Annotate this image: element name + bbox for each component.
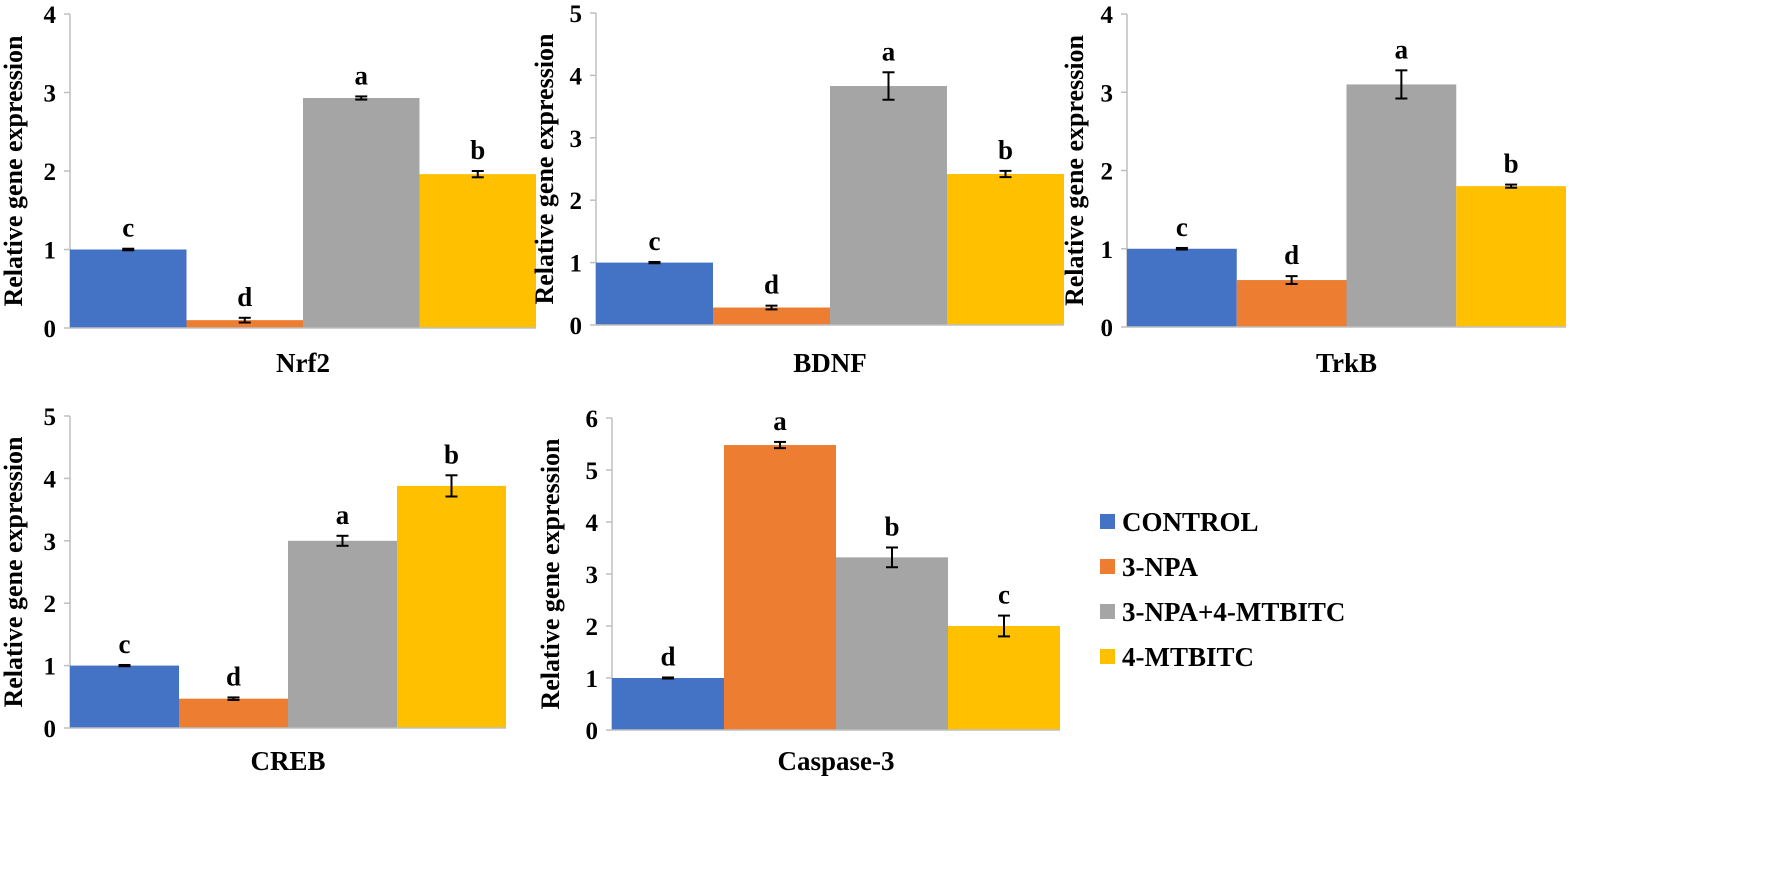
y-tick-label: 1 xyxy=(570,251,583,278)
significance-label: b xyxy=(470,135,485,165)
legend-swatch xyxy=(1100,514,1115,529)
y-tick-label: 0 xyxy=(1101,315,1114,342)
y-tick-label: 3 xyxy=(1101,80,1114,107)
bar-control xyxy=(70,665,179,728)
bar-4-mtbitc xyxy=(1456,186,1566,327)
y-axis-label: Relative gene expression xyxy=(536,438,565,710)
y-tick-label: 2 xyxy=(570,188,583,215)
x-axis-label: Caspase-3 xyxy=(777,746,894,776)
y-tick-label: 3 xyxy=(44,529,57,556)
chart-caspase-3: 0 1 2 3 4 5 6 d a b c Caspase-3 Relative gene expres… xyxy=(536,406,1060,776)
significance-label: d xyxy=(660,641,675,671)
y-tick-label: 3 xyxy=(586,562,599,589)
bar-3-npa-4-mtbitc xyxy=(288,540,397,728)
bar-control xyxy=(70,249,187,328)
bar-3-npa xyxy=(179,698,288,728)
significance-label: a xyxy=(882,36,896,66)
y-tick-label: 2 xyxy=(44,159,57,186)
y-tick-label: 4 xyxy=(44,466,57,493)
bar-control xyxy=(1127,248,1237,327)
bar-3-npa xyxy=(1236,280,1347,327)
x-axis-label: CREB xyxy=(250,746,325,776)
legend-swatch xyxy=(1100,559,1115,574)
y-tick-label: 3 xyxy=(570,126,583,153)
significance-label: c xyxy=(1176,212,1188,242)
bar-3-npa-4-mtbitc xyxy=(303,97,420,329)
y-tick-label: 4 xyxy=(44,2,57,29)
legend-label: CONTROL xyxy=(1122,507,1259,537)
x-axis-label: TrkB xyxy=(1316,348,1377,378)
legend-swatch xyxy=(1100,649,1115,664)
y-axis-label: Relative gene expression xyxy=(530,33,559,305)
x-axis-label: Nrf2 xyxy=(276,348,330,378)
significance-label: a xyxy=(1395,34,1409,64)
y-tick-label: 1 xyxy=(1101,237,1114,264)
bar-3-npa xyxy=(724,445,836,730)
significance-label: d xyxy=(1284,240,1299,270)
legend: CONTROL 3-NPA 3-NPA+4-MTBITC 4-MTBITC xyxy=(1100,507,1345,672)
significance-label: b xyxy=(1504,149,1519,179)
chart-nrf2: 0 1 2 3 4 c d a b Nrf2 Relative gene expression xyxy=(0,2,536,378)
y-axis-label: Relative gene expression xyxy=(0,436,28,708)
y-tick-label: 0 xyxy=(44,316,57,343)
bar-4-mtbitc xyxy=(947,173,1064,325)
y-tick-label: 1 xyxy=(44,654,57,681)
y-tick-label: 5 xyxy=(586,458,599,485)
significance-label: d xyxy=(237,282,252,312)
bar-3-npa-4-mtbitc xyxy=(830,86,947,326)
significance-label: a xyxy=(336,500,350,530)
significance-label: c xyxy=(122,213,134,243)
y-tick-label: 1 xyxy=(586,666,599,693)
y-tick-label: 4 xyxy=(586,510,599,537)
bar-3-npa-4-mtbitc xyxy=(836,557,948,730)
y-tick-label: 6 xyxy=(586,406,599,433)
significance-label: d xyxy=(226,661,241,691)
legend-label: 4-MTBITC xyxy=(1122,642,1254,672)
significance-label: b xyxy=(884,511,899,541)
legend-swatch xyxy=(1100,604,1115,619)
bar-4-mtbitc xyxy=(397,485,506,728)
bar-control xyxy=(612,678,724,730)
bar-4-mtbitc xyxy=(419,174,536,328)
legend-label: 3-NPA xyxy=(1122,552,1198,582)
significance-label: c xyxy=(119,629,131,659)
chart-bdnf: 0 1 2 3 4 5 c d a b BDNF Relative gene expression xyxy=(530,1,1064,378)
bar-3-npa-4-mtbitc xyxy=(1346,84,1457,327)
bar-control xyxy=(596,262,713,325)
y-axis-label: Relative gene expression xyxy=(0,35,28,307)
y-tick-label: 4 xyxy=(570,63,583,90)
y-tick-label: 1 xyxy=(44,238,57,265)
significance-label: c xyxy=(998,580,1010,610)
y-tick-label: 2 xyxy=(586,614,599,641)
significance-label: c xyxy=(649,226,661,256)
significance-label: a xyxy=(355,60,369,90)
y-tick-label: 4 xyxy=(1101,2,1114,29)
y-tick-label: 5 xyxy=(570,1,583,28)
significance-label: a xyxy=(773,406,787,436)
significance-label: b xyxy=(998,135,1013,165)
y-tick-label: 3 xyxy=(44,81,57,108)
chart-trkb: 0 1 2 3 4 c d a b TrkB Relative gene expression xyxy=(1060,2,1566,378)
significance-label: b xyxy=(444,439,459,469)
chart-creb: 0 1 2 3 4 5 c d a b CREB Relative gene expression xyxy=(0,404,506,776)
significance-label: d xyxy=(764,270,779,300)
bar-4-mtbitc xyxy=(948,626,1060,730)
bar-3-npa xyxy=(713,307,830,325)
y-tick-label: 0 xyxy=(570,313,583,340)
y-tick-label: 0 xyxy=(586,718,599,745)
bar-3-npa xyxy=(186,320,303,328)
y-axis-label: Relative gene expression xyxy=(1060,34,1089,306)
y-tick-label: 2 xyxy=(1101,159,1114,186)
y-tick-label: 0 xyxy=(44,716,57,743)
legend-label: 3-NPA+4-MTBITC xyxy=(1122,597,1345,627)
y-tick-label: 5 xyxy=(44,404,57,431)
y-tick-label: 2 xyxy=(44,591,57,618)
x-axis-label: BDNF xyxy=(793,348,867,378)
